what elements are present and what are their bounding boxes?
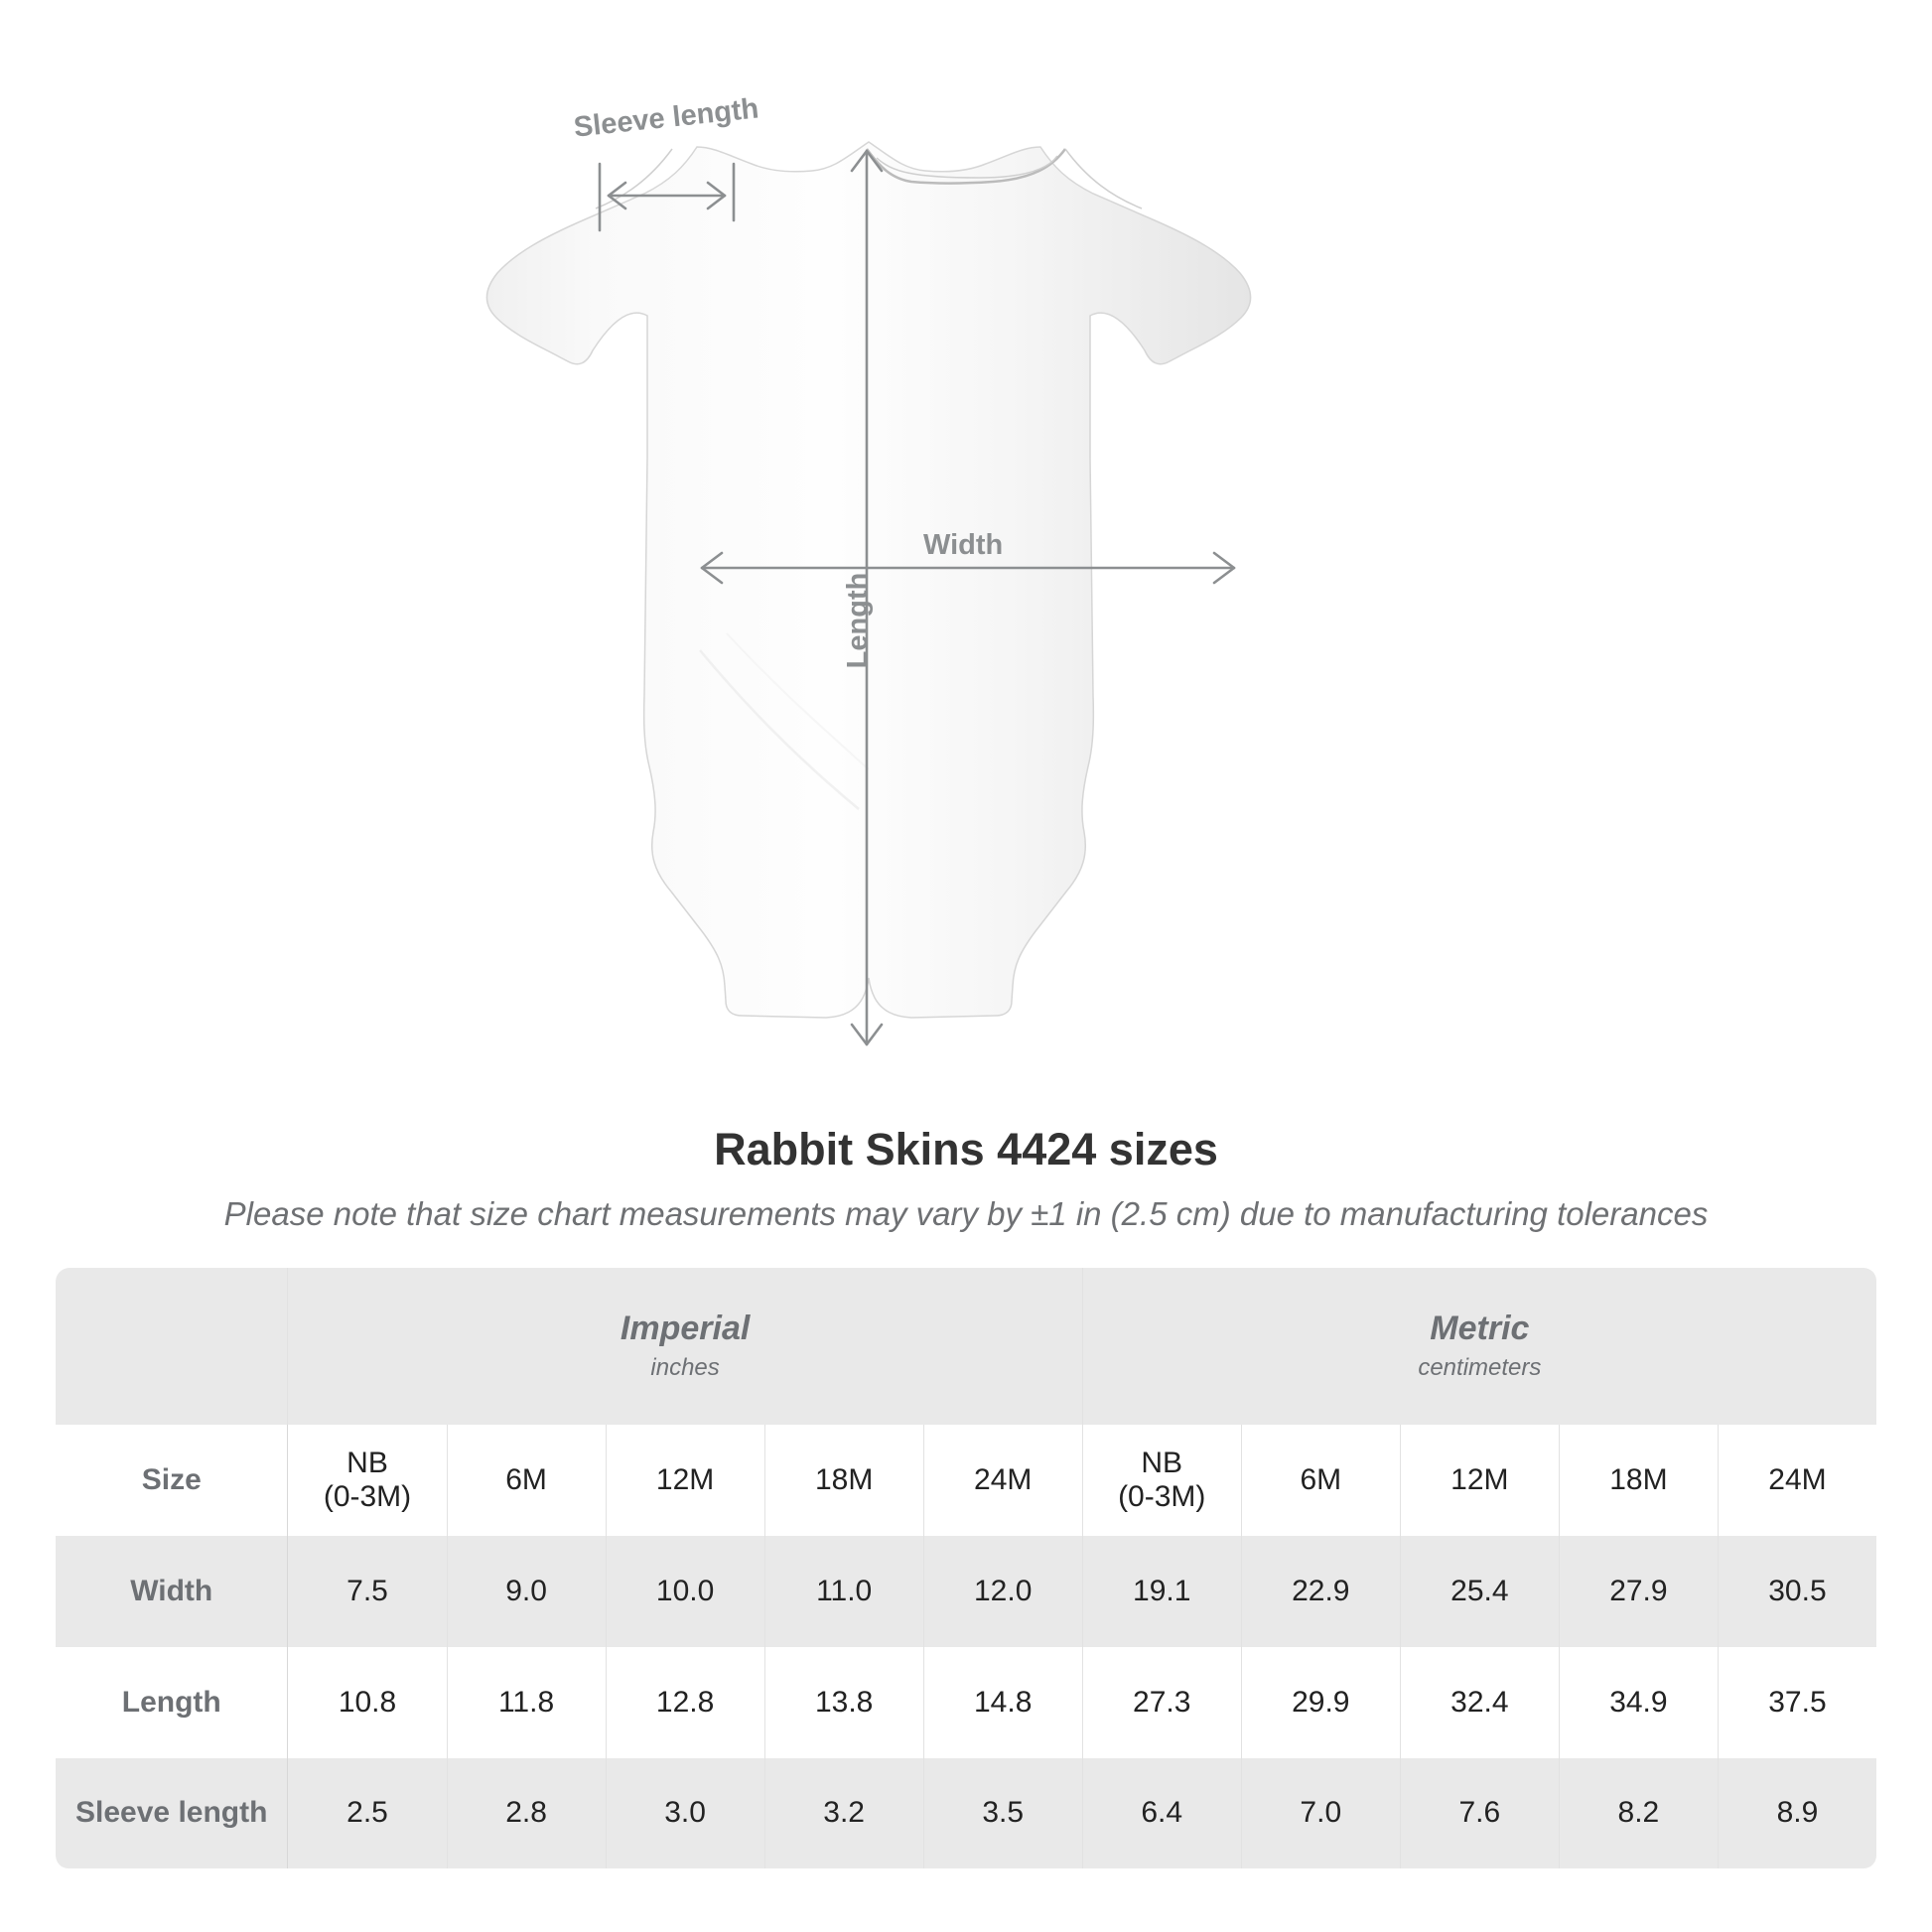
svg-text:Sleeve length: Sleeve length — [572, 92, 759, 143]
svg-text:Width: Width — [923, 529, 1003, 561]
svg-text:Length: Length — [842, 573, 874, 669]
